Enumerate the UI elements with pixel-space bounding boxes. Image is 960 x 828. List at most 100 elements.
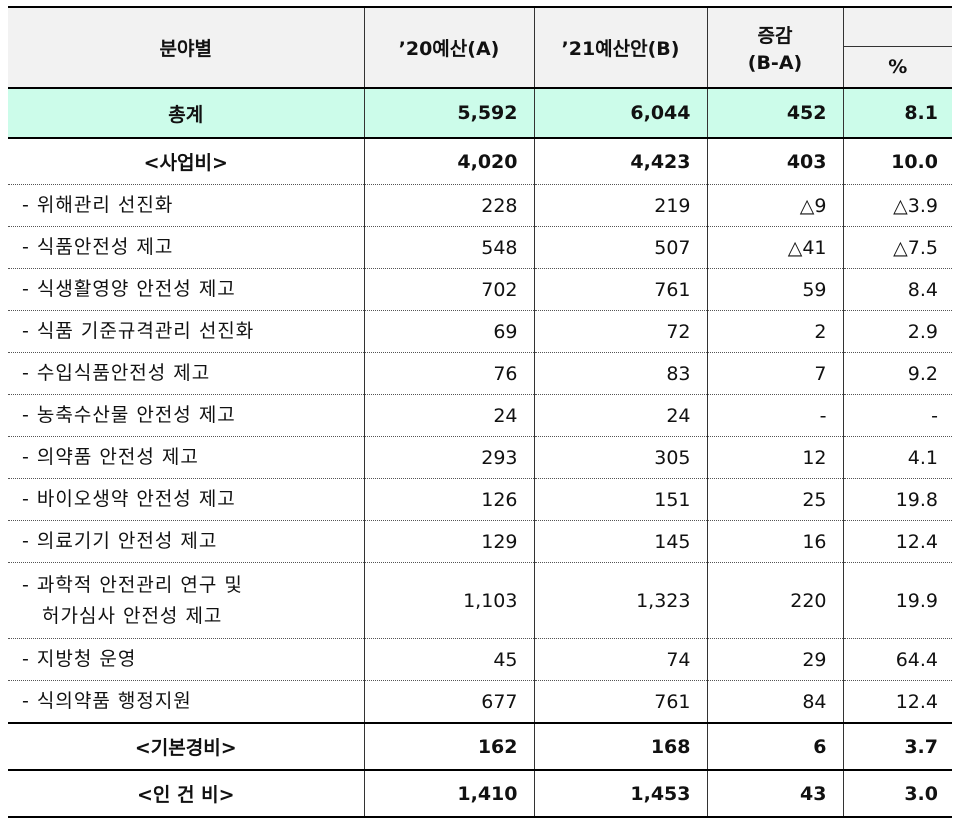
header-change-formula: (B-A)	[747, 52, 803, 74]
cell-2021: 4,423	[533, 138, 707, 185]
cell-change: △41	[706, 226, 843, 269]
cell-percent: 3.0	[842, 770, 952, 818]
cell-2021: 151	[533, 478, 707, 521]
cell-change: 16	[706, 520, 843, 563]
row-label: - 식생활영양 안전성 제고	[8, 268, 364, 311]
cell-change: 403	[706, 138, 843, 185]
cell-change: 2	[706, 310, 843, 353]
row-label: - 바이오생약 안전성 제고	[8, 478, 364, 521]
header-change: 증감 (B-A)	[706, 6, 843, 89]
cell-2020: 4,020	[363, 138, 534, 185]
cell-percent: 8.4	[842, 268, 952, 311]
table-row: - 식의약품 행정지원 677 761 84 12.4	[8, 680, 952, 724]
cell-percent: 2.9	[842, 310, 952, 353]
cell-change: -	[706, 394, 843, 437]
row-label-line1: - 과학적 안전관리 연구 및	[22, 574, 243, 597]
cell-change: 6	[706, 723, 843, 771]
table-row: - 과학적 안전관리 연구 및 허가심사 안전성 제고 1,103 1,323 …	[8, 562, 952, 639]
cell-2020: 126	[363, 478, 534, 521]
cell-2020: 24	[363, 394, 534, 437]
cell-change: 59	[706, 268, 843, 311]
cell-2020: 1,103	[363, 562, 534, 639]
row-label: - 의료기기 안전성 제고	[8, 520, 364, 563]
cell-2020: 228	[363, 184, 534, 227]
header-2021-budget: ’21예산안(B)	[533, 6, 707, 89]
cell-2021: 168	[533, 723, 707, 771]
row-label: - 위해관리 선진화	[8, 184, 364, 227]
cell-percent: 64.4	[842, 638, 952, 681]
cell-2021: 761	[533, 268, 707, 311]
row-label: - 과학적 안전관리 연구 및 허가심사 안전성 제고	[8, 562, 364, 639]
table-row: - 식품 기준규격관리 선진화 69 72 2 2.9	[8, 310, 952, 353]
cell-2021: 1,453	[533, 770, 707, 818]
cell-change: 12	[706, 436, 843, 479]
table-row: - 의료기기 안전성 제고 129 145 16 12.4	[8, 520, 952, 563]
row-label: - 식의약품 행정지원	[8, 680, 364, 724]
cell-percent: △7.5	[842, 226, 952, 269]
cell-percent: 19.9	[842, 562, 952, 639]
row-label: - 농축수산물 안전성 제고	[8, 394, 364, 437]
row-label: 총계	[8, 88, 364, 139]
cell-2020: 677	[363, 680, 534, 724]
cell-change: △9	[706, 184, 843, 227]
cell-percent: 8.1	[842, 88, 952, 139]
cell-change: 25	[706, 478, 843, 521]
cell-2021: 6,044	[533, 88, 707, 139]
header-row-2: %	[8, 46, 952, 89]
row-label: <인 건 비>	[8, 770, 364, 818]
table-row: - 수입식품안전성 제고 76 83 7 9.2	[8, 352, 952, 395]
cell-change: 29	[706, 638, 843, 681]
cell-change: 452	[706, 88, 843, 139]
cell-change: 84	[706, 680, 843, 724]
header-row: 분야별 ’20예산(A) ’21예산안(B) 증감 (B-A)	[8, 6, 952, 89]
cell-percent: 19.8	[842, 478, 952, 521]
cell-2020: 162	[363, 723, 534, 771]
cell-2020: 293	[363, 436, 534, 479]
table-row: 총계 5,592 6,044 452 8.1	[8, 88, 952, 139]
cell-2020: 548	[363, 226, 534, 269]
row-label: - 수입식품안전성 제고	[8, 352, 364, 395]
header-category: 분야별	[8, 6, 364, 89]
table-row: - 위해관리 선진화 228 219 △9 △3.9	[8, 184, 952, 227]
row-label: - 의약품 안전성 제고	[8, 436, 364, 479]
row-label: - 지방청 운영	[8, 638, 364, 681]
table-row: <기본경비> 162 168 6 3.7	[8, 723, 952, 771]
cell-percent: △3.9	[842, 184, 952, 227]
cell-2020: 45	[363, 638, 534, 681]
header-blank	[842, 6, 952, 47]
row-label: <사업비>	[8, 138, 364, 185]
cell-2021: 1,323	[533, 562, 707, 639]
header-change-label: 증감	[757, 25, 793, 47]
table-row: <인 건 비> 1,410 1,453 43 3.0	[8, 770, 952, 818]
cell-percent: 4.1	[842, 436, 952, 479]
cell-2020: 129	[363, 520, 534, 563]
table-row: - 농축수산물 안전성 제고 24 24 - -	[8, 394, 952, 437]
table-row: <사업비> 4,020 4,423 403 10.0	[8, 138, 952, 185]
cell-2021: 219	[533, 184, 707, 227]
header-percent: %	[842, 46, 952, 89]
table-row: - 의약품 안전성 제고 293 305 12 4.1	[8, 436, 952, 479]
cell-2021: 74	[533, 638, 707, 681]
budget-table: 분야별 ’20예산(A) ’21예산안(B) 증감 (B-A) % 총계 5,5…	[8, 6, 952, 818]
cell-percent: -	[842, 394, 952, 437]
cell-percent: 12.4	[842, 680, 952, 724]
table-row: - 식생활영양 안전성 제고 702 761 59 8.4	[8, 268, 952, 311]
row-label: <기본경비>	[8, 723, 364, 771]
cell-2020: 76	[363, 352, 534, 395]
cell-2020: 5,592	[363, 88, 534, 139]
cell-percent: 3.7	[842, 723, 952, 771]
cell-change: 43	[706, 770, 843, 818]
table-row: - 바이오생약 안전성 제고 126 151 25 19.8	[8, 478, 952, 521]
cell-percent: 10.0	[842, 138, 952, 185]
table-row: - 지방청 운영 45 74 29 64.4	[8, 638, 952, 681]
cell-percent: 12.4	[842, 520, 952, 563]
cell-2021: 72	[533, 310, 707, 353]
cell-percent: 9.2	[842, 352, 952, 395]
row-label: - 식품안전성 제고	[8, 226, 364, 269]
cell-change: 7	[706, 352, 843, 395]
cell-2020: 1,410	[363, 770, 534, 818]
cell-2021: 24	[533, 394, 707, 437]
header-2020-budget: ’20예산(A)	[363, 6, 534, 89]
table-row: - 식품안전성 제고 548 507 △41 △7.5	[8, 226, 952, 269]
row-label-line2: 허가심사 안전성 제고	[42, 604, 223, 627]
